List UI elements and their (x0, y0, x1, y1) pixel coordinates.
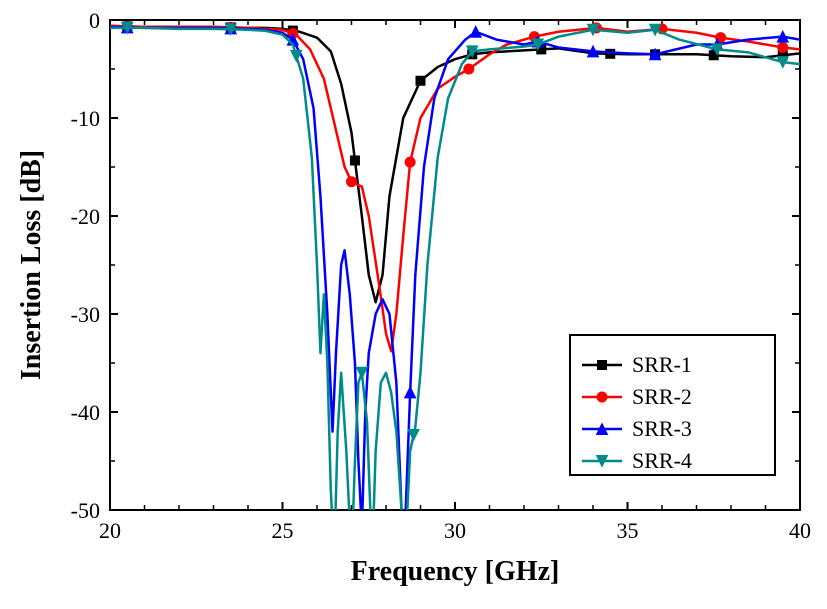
chart-container: 20 25 30 35 40 -50 -40 -30 -20 -10 0 Frequency [GHz… (0, 0, 827, 609)
y-tick-label: 0 (89, 8, 100, 33)
x-tick-label: 20 (99, 518, 121, 543)
x-tick-label: 35 (617, 518, 639, 543)
x-tick-label: 25 (272, 518, 294, 543)
x-tick-label: 30 (444, 518, 466, 543)
insertion-loss-chart: 20 25 30 35 40 -50 -40 -30 -20 -10 0 Frequency [GHz… (0, 0, 827, 609)
y-tick-label: -20 (71, 204, 100, 229)
x-axis-title: Frequency [GHz] (351, 556, 560, 587)
y-tick-label: -30 (71, 302, 100, 327)
legend-label: SRR-3 (632, 416, 692, 441)
y-tick-label: -50 (71, 498, 100, 523)
y-tick-label: -10 (71, 106, 100, 131)
y-tick-label: -40 (71, 400, 100, 425)
x-tick-label: 40 (789, 518, 811, 543)
y-axis-title: Insertion Loss [dB] (16, 150, 47, 380)
legend-label: SRR-4 (632, 448, 692, 473)
legend-label: SRR-1 (632, 352, 692, 377)
legend-label: SRR-2 (632, 384, 692, 409)
